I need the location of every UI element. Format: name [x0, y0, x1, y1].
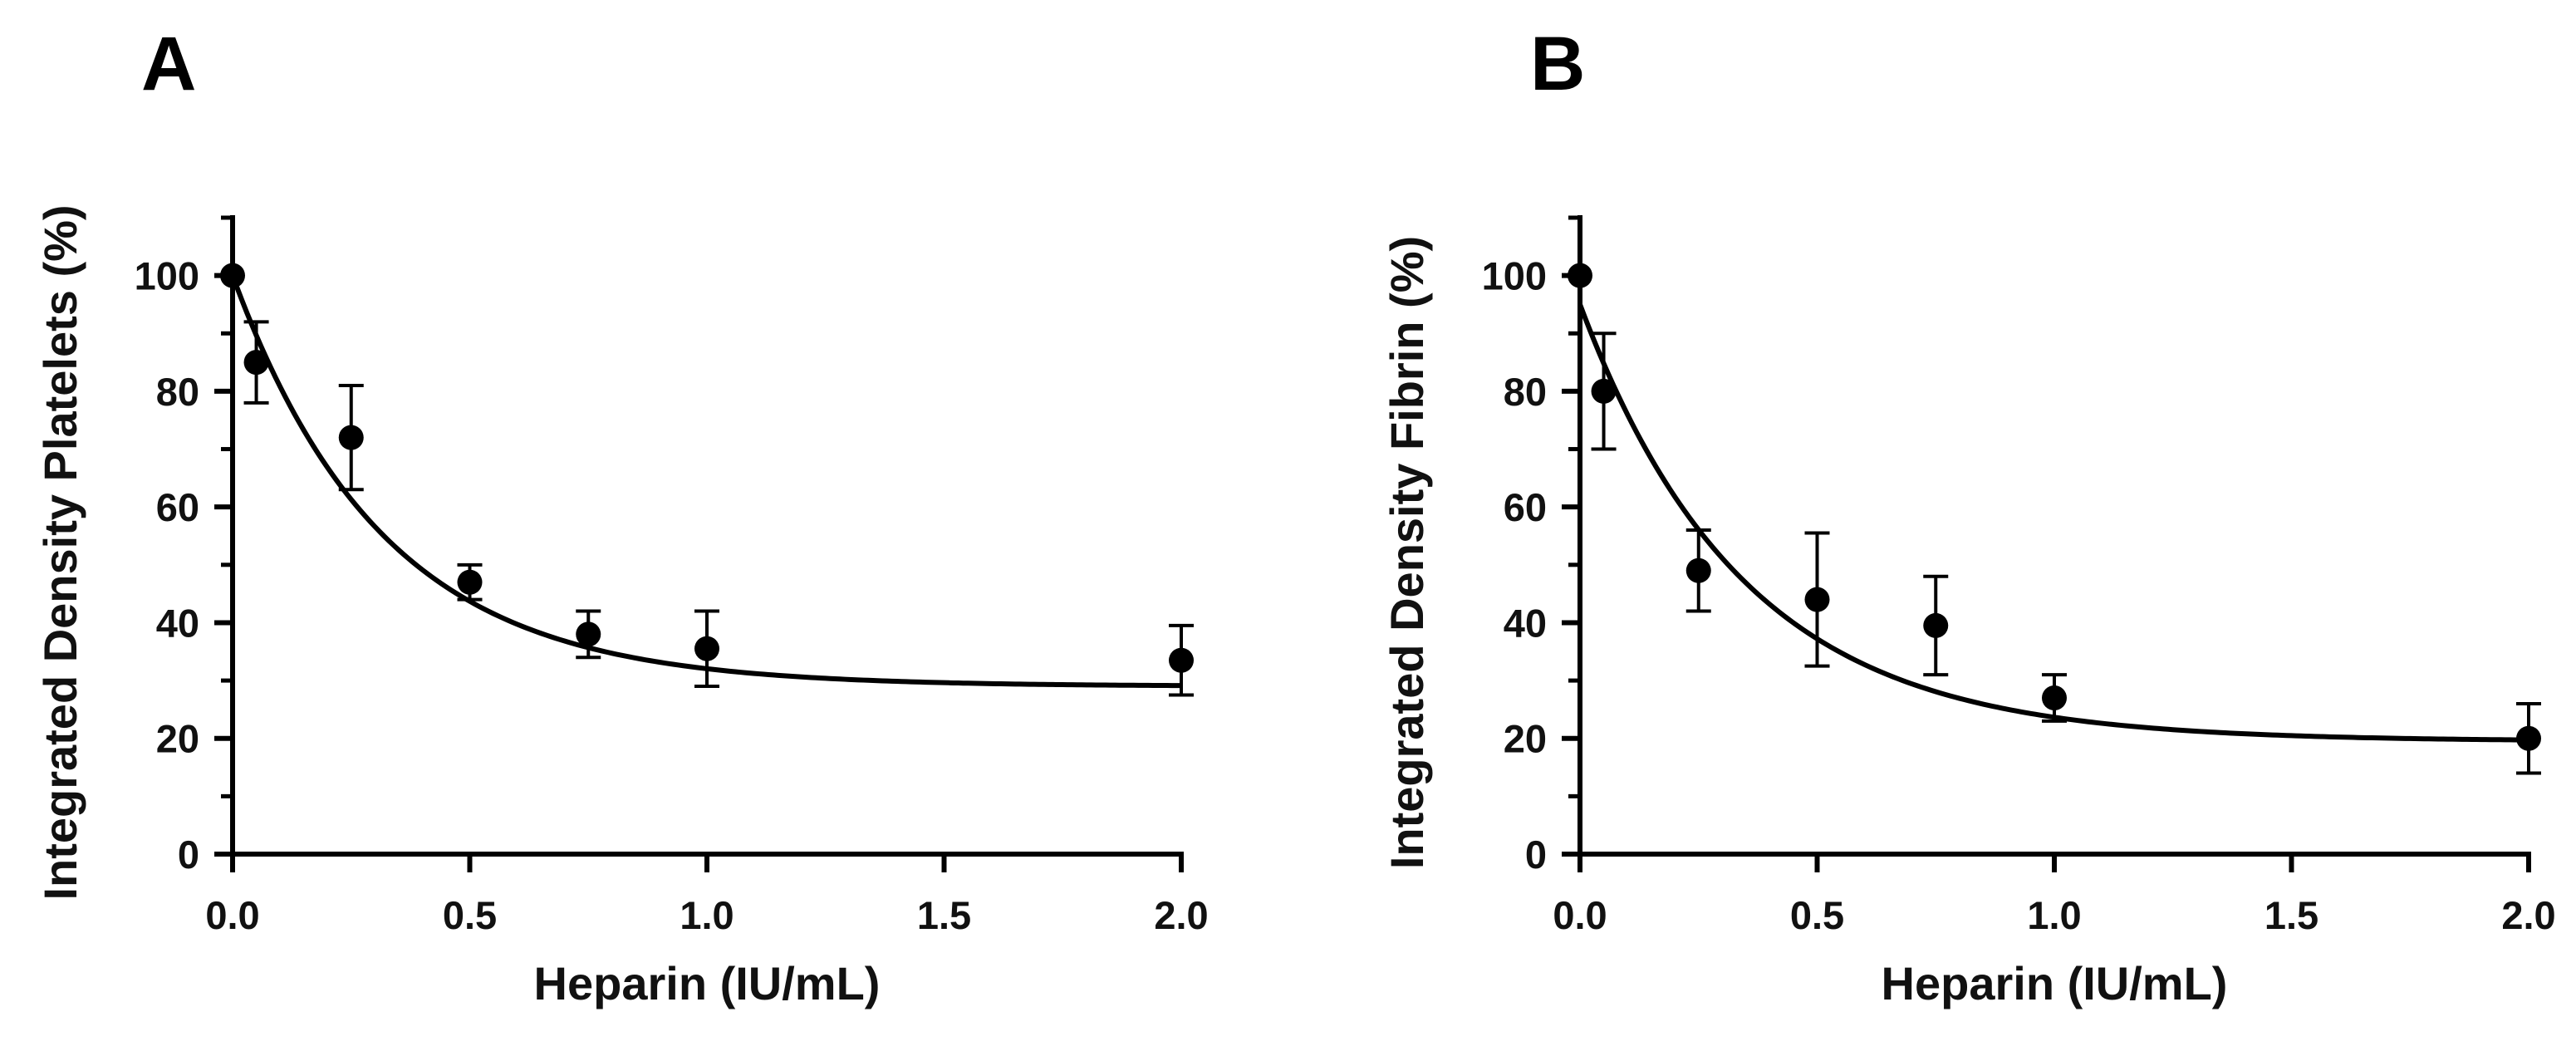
y-tick-label-a: 20 — [156, 717, 199, 761]
panel-letter-b: B — [1530, 22, 1585, 106]
y-tick-label-b: 20 — [1504, 717, 1547, 761]
x-axis-title-a: Heparin (IU/mL) — [534, 957, 881, 1009]
y-tick-label-b: 60 — [1504, 485, 1547, 529]
data-point-a — [576, 621, 601, 647]
y-tick-label-a: 80 — [156, 370, 199, 414]
x-tick-label-a: 0.0 — [205, 893, 259, 937]
data-point-a — [338, 425, 364, 450]
panel-letter-a: A — [141, 22, 196, 106]
y-tick-label-a: 0 — [178, 833, 199, 877]
y-tick-label-b: 40 — [1504, 601, 1547, 645]
x-tick-label-b: 2.0 — [2501, 893, 2555, 937]
data-point-a — [694, 636, 719, 661]
x-tick-label-a: 1.0 — [680, 893, 734, 937]
data-point-a — [1169, 647, 1194, 673]
x-tick-label-b: 0.0 — [1553, 893, 1607, 937]
data-point-b — [1591, 378, 1617, 404]
data-point-b — [1923, 612, 1949, 638]
y-tick-label-b: 80 — [1504, 370, 1547, 414]
data-point-b — [1568, 263, 1592, 288]
data-point-b — [1685, 557, 1711, 583]
y-axis-title-b: Integrated Density Fibrin (%) — [1381, 236, 1433, 869]
data-point-a — [243, 350, 269, 376]
data-point-b — [2516, 725, 2541, 751]
data-point-b — [1804, 587, 1830, 612]
x-tick-label-b: 0.5 — [1790, 893, 1844, 937]
data-point-a — [220, 263, 245, 288]
y-tick-label-a: 100 — [135, 254, 199, 298]
panel-a: A 0 20 40 60 80 100 0.0 0.5 1.0 1.5 2.0 Heparin (IU/… — [34, 22, 1209, 1009]
data-point-a — [457, 569, 483, 595]
y-axis-title-a: Integrated Density Platelets (%) — [34, 204, 86, 900]
y-tick-label-b: 0 — [1525, 833, 1547, 877]
x-tick-label-a: 2.0 — [1154, 893, 1208, 937]
x-tick-label-a: 0.5 — [443, 893, 497, 937]
data-point-b — [2042, 685, 2067, 710]
x-tick-label-b: 1.5 — [2264, 893, 2318, 937]
y-tick-label-b: 100 — [1482, 254, 1547, 298]
x-axis-title-b: Heparin (IU/mL) — [1882, 957, 2228, 1009]
y-tick-label-a: 60 — [156, 485, 199, 529]
x-tick-label-b: 1.0 — [2027, 893, 2081, 937]
y-tick-label-a: 40 — [156, 601, 199, 645]
panel-b: B 0 20 40 60 80 100 0.0 0.5 1.0 1.5 2.0 Heparin (IU/… — [1381, 22, 2556, 1009]
x-tick-label-a: 1.5 — [917, 893, 971, 937]
